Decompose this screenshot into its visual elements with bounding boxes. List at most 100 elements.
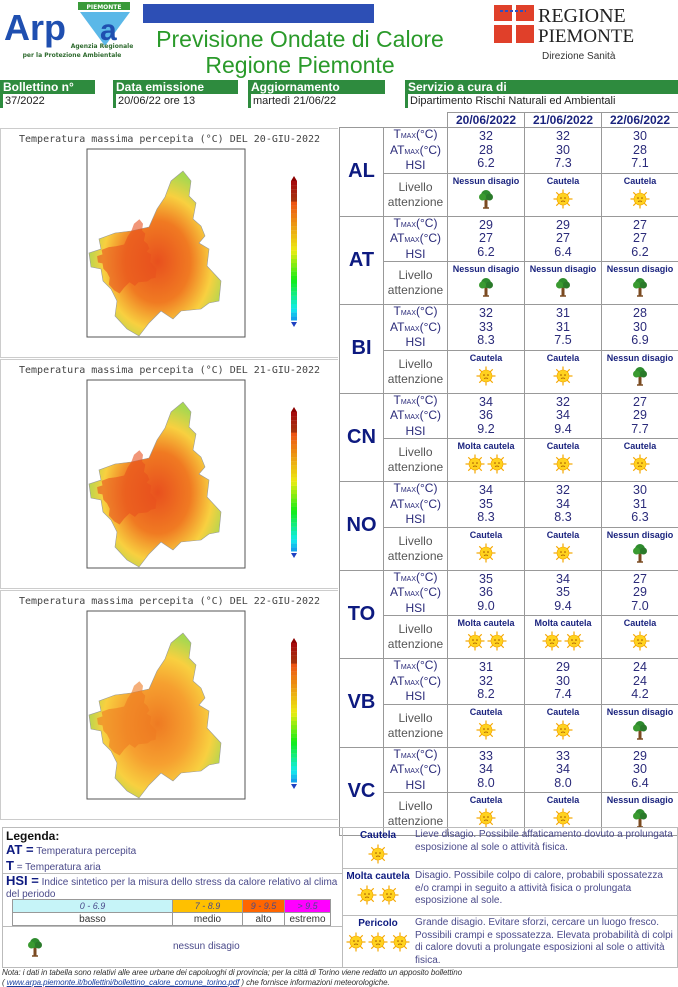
forecast-table: 20/06/2022 21/06/2022 22/06/2022 AL TMAX(°C… xyxy=(339,112,678,836)
tmax-value: 27 xyxy=(633,571,647,586)
hsi-label: HSI xyxy=(405,512,426,526)
hsi-value: 8.3 xyxy=(477,333,495,347)
legend-title: Legenda: xyxy=(6,829,60,843)
colorbar-step xyxy=(291,193,297,198)
colorbar-step xyxy=(291,514,297,519)
hsi-label: HSI xyxy=(405,423,426,438)
colorbar-step xyxy=(291,766,297,771)
tmax-value: 30 xyxy=(633,129,647,143)
day-values: 29 27 6.2 xyxy=(447,215,525,262)
province-row: VC TMAX(°C) ATMAX(°C) HSI 33 34 8.0 33 34 8.0… xyxy=(339,746,678,836)
colorbar-step xyxy=(291,485,297,490)
legend-level-2: Molta cautela Disagio. Possibile colpo d… xyxy=(343,869,677,916)
colorbar-step xyxy=(291,473,297,478)
hsi-value: 6.4 xyxy=(631,775,649,790)
tree-icon xyxy=(633,720,647,740)
colorbar-step xyxy=(291,539,297,544)
atmax-value: 31 xyxy=(556,319,570,334)
measure-labels: TMAX(°C) ATMAX(°C) HSI xyxy=(383,215,448,262)
sun-icon xyxy=(476,366,496,385)
sun-icon xyxy=(379,885,399,905)
date-header: 20/06/2022 xyxy=(447,112,525,128)
tmax-value: 32 xyxy=(479,129,493,143)
atmax-label: AT xyxy=(389,585,405,599)
colorbar-step xyxy=(291,316,297,321)
level-label: Nessun disagio xyxy=(452,264,520,274)
level-label: Nessun disagio xyxy=(606,352,674,363)
torino-bulletin-link[interactable]: www.arpa.piemonte.it/bollettini/bolletti… xyxy=(6,977,240,987)
hsi-value: 6.2 xyxy=(631,244,649,259)
day-values: 32 34 9.4 xyxy=(524,392,602,439)
tmax-value: 29 xyxy=(633,748,647,763)
province-code: BI xyxy=(339,304,384,394)
day-values: 29 30 6.4 xyxy=(601,746,678,793)
unit: (°C) xyxy=(416,570,438,584)
atmax-value: 27 xyxy=(479,231,493,245)
level-cell: Nessun disagio xyxy=(601,703,678,748)
atmax-value: 36 xyxy=(479,585,493,599)
province-row: AL TMAX(°C) ATMAX(°C) HSI 32 28 6.2 32 30 7.3… xyxy=(339,127,678,217)
svg-text:PIEMONTE: PIEMONTE xyxy=(538,26,634,45)
unit: (°C) xyxy=(419,673,442,688)
colorbar-step xyxy=(291,308,297,313)
livello-label: Livello attenzione xyxy=(383,438,448,482)
livello-label: Livello attenzione xyxy=(383,349,448,394)
unit: (°C) xyxy=(416,127,438,141)
sun-icon xyxy=(346,932,366,952)
tree-icon xyxy=(479,189,493,209)
sun-icon xyxy=(553,454,573,474)
atmax-value: 29 xyxy=(633,408,647,422)
colorbar-step xyxy=(291,457,297,462)
hot-core xyxy=(97,681,157,756)
level-row: Livello attenzione Molta cautela Molta ca… xyxy=(340,615,678,659)
level-cell: Cautela xyxy=(447,349,525,394)
level-row: Livello attenzione Nessun disagio Cautela… xyxy=(340,172,678,217)
colorbar-step xyxy=(291,543,297,548)
hsi-value: 7.3 xyxy=(554,156,572,170)
colorbar-step xyxy=(291,222,297,227)
day-values: 30 31 6.3 xyxy=(601,481,678,528)
piemonte-region-shape xyxy=(88,170,222,337)
measure-labels: TMAX(°C) ATMAX(°C) HSI xyxy=(383,127,448,174)
colorbar-step xyxy=(291,671,297,676)
level-cell: Cautela xyxy=(524,526,602,571)
level-cell: Nessun disagio xyxy=(601,526,678,571)
atmax-value: 30 xyxy=(556,142,570,157)
measure-labels: TMAX(°C) ATMAX(°C) HSI xyxy=(383,746,448,793)
atmax-label: AT xyxy=(389,142,405,157)
hsi-value: 7.5 xyxy=(554,333,572,347)
tmax-value: 27 xyxy=(633,217,647,232)
date-header-row: 20/06/2022 21/06/2022 22/06/2022 xyxy=(339,112,678,128)
tmax-value: 35 xyxy=(479,571,493,586)
colorbar-step xyxy=(291,510,297,515)
level-row: Livello attenzione Cautela Cautela Nessun … xyxy=(340,703,678,748)
hsi-value: 6.2 xyxy=(477,244,495,259)
level-row: Livello attenzione Nessun disagio Nessun … xyxy=(340,261,678,305)
hsi-range: 0 - 6.9 xyxy=(12,899,173,913)
sun-icon xyxy=(476,720,496,739)
level-label: Cautela xyxy=(623,175,657,186)
colorbar-step xyxy=(291,655,297,660)
level-label: Nessun disagio xyxy=(606,795,674,805)
livello-label: Livello attenzione xyxy=(383,615,448,659)
day-values: 29 27 6.4 xyxy=(524,215,602,262)
page-subtitle: Regione Piemonte xyxy=(205,52,395,78)
province-row: BI TMAX(°C) ATMAX(°C) HSI 32 33 8.3 31 31 7.5… xyxy=(339,304,678,394)
unit: (°C) xyxy=(419,231,442,245)
level-cell: Molta cautela xyxy=(524,615,602,659)
legend-level-1: Cautela Lieve disagio. Possibile affatic… xyxy=(343,828,677,869)
svg-text:a: a xyxy=(100,14,117,47)
hsi-class: estremo xyxy=(284,912,331,926)
province-code: TO xyxy=(339,569,384,659)
day-values: 28 30 6.9 xyxy=(601,304,678,351)
info-value: Dipartimento Rischi Naturali ed Ambienta… xyxy=(405,94,678,108)
livello-label: Livello attenzione xyxy=(383,261,448,305)
level-cell: Cautela xyxy=(524,438,602,482)
max-sub: MAX xyxy=(404,325,420,333)
colorbar-step xyxy=(291,741,297,746)
atmax-value: 35 xyxy=(479,496,493,511)
unit: (°C) xyxy=(419,496,442,511)
atmax-value: 34 xyxy=(556,762,570,776)
legend-at-key: AT = xyxy=(6,842,34,857)
footnote-text-2: ) che fornisce informazioni meteorologic… xyxy=(241,977,390,987)
